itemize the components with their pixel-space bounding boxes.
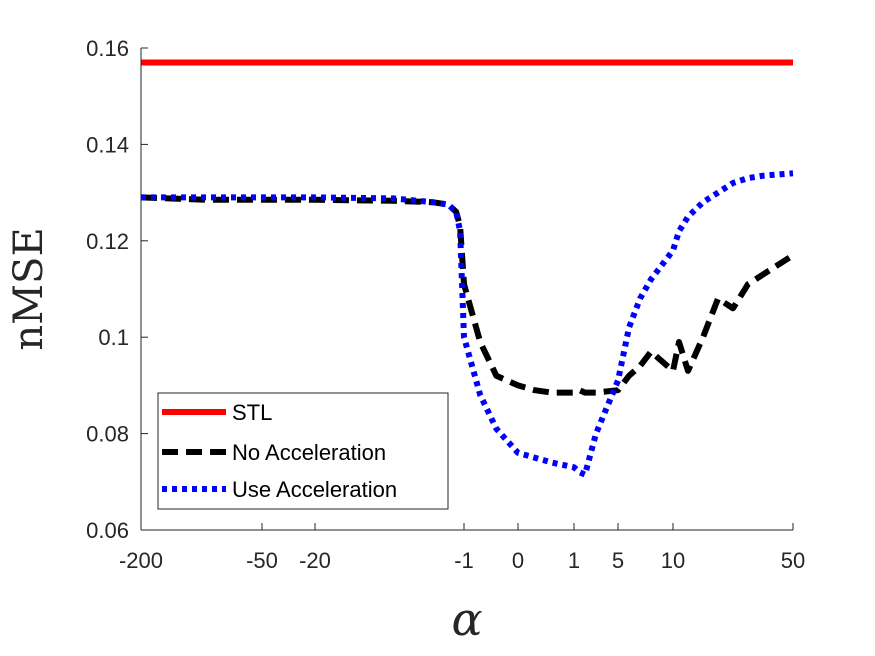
y-tick-label: 0.06 — [86, 518, 129, 543]
x-tick-label: -1 — [454, 548, 474, 573]
y-tick-label: 0.16 — [86, 36, 129, 61]
legend-label-no-acceleration: No Acceleration — [232, 440, 386, 465]
series-line-use-acceleration — [141, 170, 794, 478]
x-tick-label: -50 — [246, 548, 278, 573]
y-tick-group: 0.06 0.08 0.1 0.12 0.14 0.16 — [86, 36, 148, 543]
legend-label-use-acceleration: Use Acceleration — [232, 477, 397, 502]
x-tick-label: -200 — [119, 548, 163, 573]
legend: STL No Acceleration Use Acceleration — [157, 392, 449, 510]
y-axis-title: nMSE — [6, 227, 52, 350]
x-axis-title: α — [451, 592, 482, 646]
x-tick-label: 0 — [512, 548, 524, 573]
legend-label-stl: STL — [232, 400, 272, 425]
y-tick-label: 0.1 — [98, 325, 129, 350]
series-layer — [140, 59, 795, 478]
x-tick-label: -20 — [299, 548, 331, 573]
y-tick-label: 0.14 — [86, 132, 129, 157]
x-tick-label: 5 — [612, 548, 624, 573]
x-tick-label: 50 — [781, 548, 805, 573]
series-line-no-acceleration — [140, 194, 795, 396]
x-tick-group: -200 -50 -20 -1 0 1 5 10 50 — [119, 523, 805, 573]
x-tick-label: 1 — [568, 548, 580, 573]
x-tick-label: 10 — [661, 548, 685, 573]
y-tick-label: 0.08 — [86, 422, 129, 447]
y-tick-label: 0.12 — [86, 229, 129, 254]
